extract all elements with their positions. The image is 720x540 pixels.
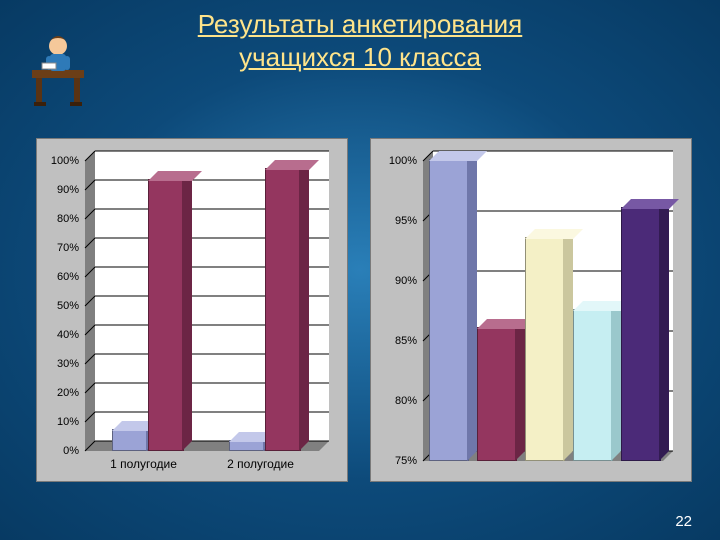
bar bbox=[148, 181, 182, 451]
bar bbox=[265, 170, 299, 451]
bar bbox=[525, 239, 563, 461]
bar bbox=[573, 311, 611, 461]
title-line-2: учащихся 10 класса bbox=[239, 42, 481, 72]
bar bbox=[429, 161, 467, 461]
chart-1-panel: 0%10%20%30%40%50%60%70%80%90%100%1 полуг… bbox=[36, 138, 348, 482]
student-desk-icon bbox=[24, 30, 94, 110]
bar bbox=[112, 431, 146, 451]
chart-2-panel: 75%80%85%90%95%100% bbox=[370, 138, 692, 482]
bar bbox=[229, 442, 263, 451]
slide-title: Результаты анкетирования учащихся 10 кла… bbox=[0, 8, 720, 73]
chart-1-bars bbox=[85, 161, 319, 451]
bar bbox=[621, 209, 659, 461]
page-number: 22 bbox=[675, 513, 692, 530]
x-category-label: 2 полугодие bbox=[202, 457, 319, 471]
chart-2-bars bbox=[423, 161, 663, 461]
title-line-1: Результаты анкетирования bbox=[198, 9, 523, 39]
x-category-label: 1 полугодие bbox=[85, 457, 202, 471]
bar bbox=[477, 329, 515, 461]
